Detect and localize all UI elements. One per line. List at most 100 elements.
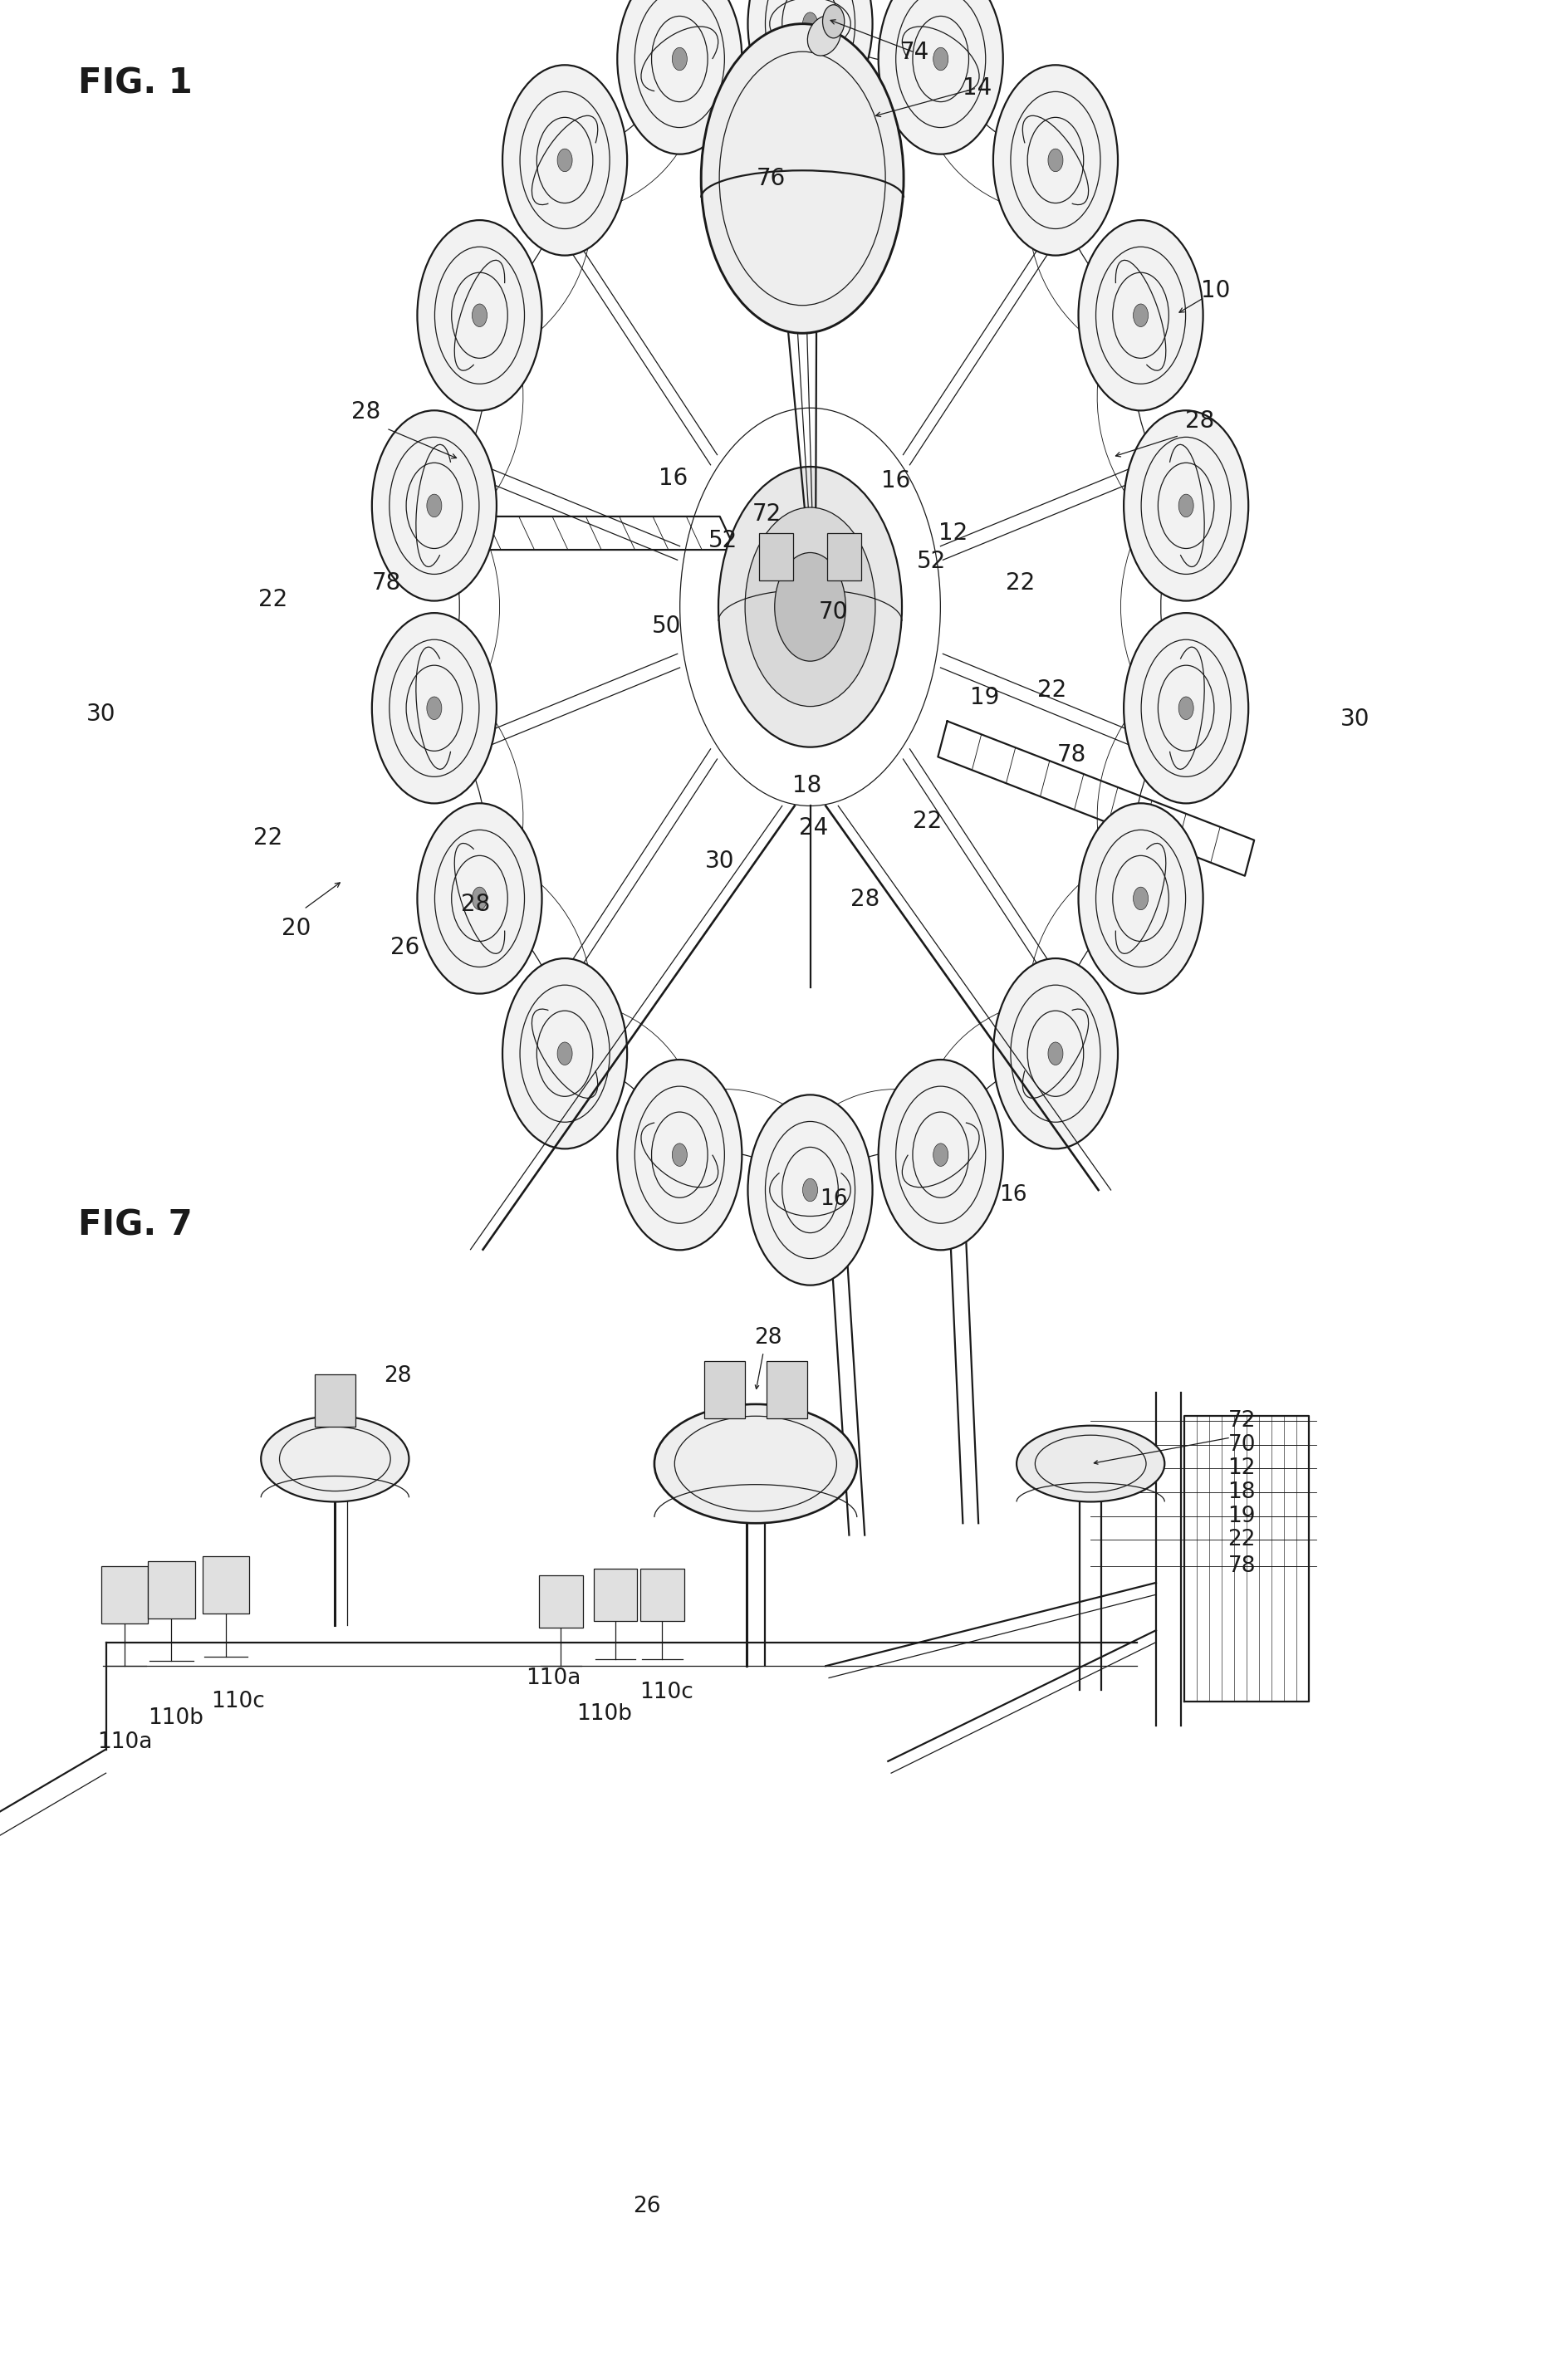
Circle shape: [418, 804, 542, 995]
FancyBboxPatch shape: [315, 1376, 355, 1428]
Text: 110c: 110c: [640, 1680, 693, 1704]
Circle shape: [748, 0, 872, 119]
Circle shape: [1049, 1042, 1063, 1064]
Circle shape: [1078, 221, 1203, 412]
Text: 22: 22: [1038, 678, 1066, 702]
Circle shape: [558, 1042, 572, 1064]
Text: 110b: 110b: [148, 1706, 204, 1730]
Circle shape: [879, 1059, 1003, 1250]
Circle shape: [617, 0, 742, 155]
Text: 70: 70: [820, 600, 848, 624]
Circle shape: [372, 614, 497, 804]
FancyBboxPatch shape: [759, 533, 793, 581]
Circle shape: [418, 221, 542, 412]
FancyBboxPatch shape: [539, 1576, 583, 1628]
Text: 22: 22: [254, 826, 282, 850]
Text: 26: 26: [391, 935, 419, 959]
Text: 30: 30: [706, 850, 734, 873]
Circle shape: [503, 959, 628, 1150]
Circle shape: [823, 5, 844, 38]
Circle shape: [933, 48, 949, 71]
Circle shape: [1049, 150, 1063, 171]
Text: FIG. 7: FIG. 7: [78, 1209, 192, 1242]
Text: 16: 16: [820, 1188, 848, 1211]
Text: 22: 22: [913, 809, 941, 833]
Text: 22: 22: [259, 588, 287, 612]
Circle shape: [1133, 888, 1148, 909]
Text: 28: 28: [461, 892, 489, 916]
FancyBboxPatch shape: [704, 1361, 745, 1418]
Text: 26: 26: [633, 2194, 661, 2218]
Text: 19: 19: [1228, 1504, 1256, 1528]
Text: 50: 50: [653, 614, 681, 638]
Circle shape: [1178, 697, 1193, 719]
Circle shape: [671, 48, 687, 71]
Circle shape: [802, 1178, 818, 1202]
FancyBboxPatch shape: [101, 1566, 148, 1623]
Text: 30: 30: [87, 702, 115, 726]
Circle shape: [879, 0, 1003, 155]
Text: 28: 28: [851, 888, 879, 912]
Text: 110b: 110b: [576, 1702, 633, 1726]
Text: 18: 18: [793, 774, 821, 797]
Circle shape: [992, 959, 1117, 1150]
Circle shape: [558, 150, 572, 171]
Text: 28: 28: [383, 1364, 411, 1388]
Circle shape: [718, 466, 902, 747]
Text: 78: 78: [1058, 743, 1086, 766]
FancyBboxPatch shape: [827, 533, 862, 581]
Text: 110a: 110a: [97, 1730, 153, 1754]
Circle shape: [671, 1142, 687, 1166]
Text: 28: 28: [1186, 409, 1214, 433]
Circle shape: [427, 697, 442, 719]
FancyBboxPatch shape: [203, 1557, 249, 1614]
Circle shape: [745, 507, 876, 707]
Text: 30: 30: [1341, 707, 1369, 731]
Text: 19: 19: [971, 685, 999, 709]
Text: 72: 72: [1228, 1409, 1256, 1433]
Text: 18: 18: [1228, 1480, 1256, 1504]
Text: 28: 28: [754, 1326, 782, 1349]
Text: 110a: 110a: [525, 1666, 581, 1690]
Text: 12: 12: [939, 521, 968, 545]
Circle shape: [1123, 614, 1248, 804]
Text: FIG. 1: FIG. 1: [78, 67, 192, 100]
Text: 52: 52: [918, 550, 946, 574]
Circle shape: [1078, 802, 1203, 995]
Circle shape: [427, 495, 442, 516]
Circle shape: [992, 64, 1117, 255]
FancyBboxPatch shape: [640, 1568, 684, 1621]
Circle shape: [1123, 409, 1248, 600]
Circle shape: [472, 888, 488, 909]
Text: 76: 76: [757, 167, 785, 190]
Text: 72: 72: [753, 502, 781, 526]
Circle shape: [472, 305, 488, 326]
Text: 16: 16: [659, 466, 687, 490]
FancyBboxPatch shape: [767, 1361, 807, 1418]
Text: 24: 24: [799, 816, 827, 840]
Ellipse shape: [1016, 1426, 1164, 1502]
FancyBboxPatch shape: [594, 1568, 637, 1621]
Circle shape: [1133, 305, 1148, 326]
Circle shape: [1178, 495, 1193, 516]
Text: 78: 78: [1228, 1554, 1256, 1578]
Text: 74: 74: [901, 40, 929, 64]
Text: 16: 16: [882, 469, 910, 493]
Text: 22: 22: [1228, 1528, 1256, 1552]
Text: 16: 16: [999, 1183, 1027, 1207]
Ellipse shape: [654, 1404, 857, 1523]
Circle shape: [748, 1095, 872, 1285]
Text: 110c: 110c: [212, 1690, 265, 1714]
Text: 20: 20: [282, 916, 310, 940]
FancyBboxPatch shape: [148, 1561, 195, 1618]
Text: 70: 70: [1228, 1433, 1256, 1457]
Text: 10: 10: [1201, 278, 1229, 302]
Text: 78: 78: [372, 571, 400, 595]
Circle shape: [617, 1059, 742, 1250]
Circle shape: [802, 12, 818, 36]
Ellipse shape: [260, 1416, 408, 1502]
Text: 52: 52: [709, 528, 737, 552]
Ellipse shape: [807, 17, 841, 55]
Text: 28: 28: [352, 400, 380, 424]
Text: 14: 14: [963, 76, 991, 100]
